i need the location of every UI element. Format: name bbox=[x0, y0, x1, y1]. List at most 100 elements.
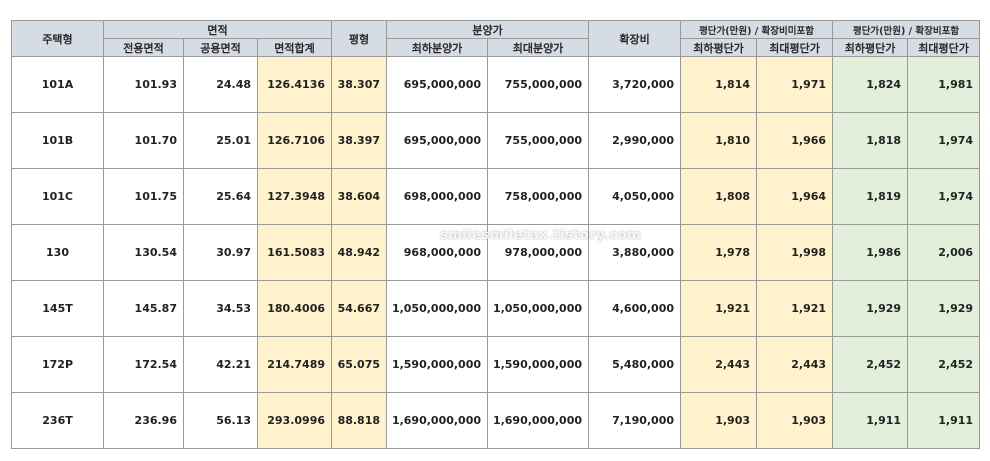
cell-price-max: 1,050,000,000 bbox=[487, 280, 590, 337]
cell-expansion: 2,990,000 bbox=[588, 112, 682, 169]
header-area-total: 면적합계 bbox=[256, 38, 333, 57]
cell-excl-min: 1,808 bbox=[680, 168, 758, 225]
header-price: 분양가 bbox=[386, 20, 590, 39]
cell-area-exclusive: 236.96 bbox=[103, 392, 184, 449]
cell-excl-max: 1,903 bbox=[756, 392, 834, 449]
cell-pyeong: 38.604 bbox=[331, 168, 388, 225]
table-body: 101A 101.93 24.48 126.4136 38.307 695,000,000… bbox=[11, 56, 981, 449]
cell-price-max: 1,690,000,000 bbox=[487, 392, 590, 449]
cell-excl-max: 1,921 bbox=[756, 280, 834, 337]
table-row: 172P 172.54 42.21 214.7489 65.075 1,590,000,0… bbox=[11, 336, 981, 393]
cell-incl-min: 1,819 bbox=[832, 168, 909, 225]
cell-area-total: 180.4006 bbox=[256, 280, 333, 337]
header-row-2: 전용면적 공용면적 면적합계 최하분양가 최대분양가 최하평단가 최대평단가 최… bbox=[12, 38, 981, 57]
header-pyeong: 평형 bbox=[331, 20, 388, 57]
cell-excl-min: 1,814 bbox=[680, 56, 758, 113]
cell-excl-max: 1,998 bbox=[756, 224, 834, 281]
cell-pyeong: 38.307 bbox=[331, 56, 388, 113]
cell-incl-max: 1,974 bbox=[907, 168, 981, 225]
cell-area-exclusive: 172.54 bbox=[103, 336, 184, 393]
cell-incl-max: 2,452 bbox=[907, 336, 981, 393]
cell-incl-max: 1,929 bbox=[907, 280, 981, 337]
table-row: 101A 101.93 24.48 126.4136 38.307 695,000,000… bbox=[11, 56, 981, 113]
cell-incl-max: 1,911 bbox=[907, 392, 981, 449]
cell-type: 172P bbox=[11, 336, 104, 393]
cell-price-max: 1,590,000,000 bbox=[487, 336, 590, 393]
header-unit-price-excl: 평단가(만원) / 확장비미포함 bbox=[680, 20, 834, 39]
cell-excl-min: 1,810 bbox=[680, 112, 758, 169]
cell-type: 145T bbox=[11, 280, 104, 337]
cell-excl-min: 1,903 bbox=[680, 392, 758, 449]
cell-expansion: 4,600,000 bbox=[588, 280, 682, 337]
cell-price-max: 978,000,000 bbox=[487, 224, 590, 281]
cell-expansion: 4,050,000 bbox=[588, 168, 682, 225]
cell-incl-min: 1,824 bbox=[832, 56, 909, 113]
cell-excl-min: 1,921 bbox=[680, 280, 758, 337]
watermark: smilesmiletax.tistory.com bbox=[440, 228, 642, 243]
cell-incl-max: 1,974 bbox=[907, 112, 981, 169]
cell-incl-min: 1,911 bbox=[832, 392, 909, 449]
cell-area-common: 25.64 bbox=[183, 168, 258, 225]
cell-incl-min: 1,986 bbox=[832, 224, 909, 281]
header-area-exclusive: 전용면적 bbox=[103, 38, 184, 57]
cell-incl-max: 2,006 bbox=[907, 224, 981, 281]
cell-area-exclusive: 145.87 bbox=[103, 280, 184, 337]
cell-area-total: 293.0996 bbox=[256, 392, 333, 449]
cell-area-exclusive: 101.70 bbox=[103, 112, 184, 169]
cell-type: 101A bbox=[11, 56, 104, 113]
cell-expansion: 3,720,000 bbox=[588, 56, 682, 113]
cell-pyeong: 48.942 bbox=[331, 224, 388, 281]
cell-area-total: 126.4136 bbox=[256, 56, 333, 113]
cell-excl-min: 2,443 bbox=[680, 336, 758, 393]
header-incl-max: 최대평단가 bbox=[907, 38, 981, 57]
cell-area-total: 214.7489 bbox=[256, 336, 333, 393]
cell-incl-min: 1,929 bbox=[832, 280, 909, 337]
cell-area-common: 25.01 bbox=[183, 112, 258, 169]
cell-area-total: 161.5083 bbox=[256, 224, 333, 281]
header-price-min: 최하분양가 bbox=[386, 38, 489, 57]
cell-pyeong: 88.818 bbox=[331, 392, 388, 449]
header-area: 면적 bbox=[102, 20, 333, 39]
cell-excl-max: 1,964 bbox=[756, 168, 834, 225]
cell-price-min: 698,000,000 bbox=[386, 168, 489, 225]
table-row: 130 130.54 30.97 161.5083 48.942 968,000,000 9… bbox=[11, 224, 981, 281]
cell-area-exclusive: 130.54 bbox=[103, 224, 184, 281]
cell-pyeong: 38.397 bbox=[331, 112, 388, 169]
cell-price-min: 968,000,000 bbox=[386, 224, 489, 281]
cell-type: 236T bbox=[11, 392, 104, 449]
cell-type: 101B bbox=[11, 112, 104, 169]
cell-price-min: 695,000,000 bbox=[386, 56, 489, 113]
table-row: 145T 145.87 34.53 180.4006 54.667 1,050,000,0… bbox=[11, 280, 981, 337]
cell-price-min: 1,690,000,000 bbox=[386, 392, 489, 449]
cell-area-exclusive: 101.93 bbox=[103, 56, 184, 113]
cell-expansion: 5,480,000 bbox=[588, 336, 682, 393]
cell-area-total: 126.7106 bbox=[256, 112, 333, 169]
cell-price-max: 758,000,000 bbox=[487, 168, 590, 225]
cell-pyeong: 65.075 bbox=[331, 336, 388, 393]
cell-price-min: 1,050,000,000 bbox=[386, 280, 489, 337]
cell-area-common: 24.48 bbox=[183, 56, 258, 113]
cell-incl-max: 1,981 bbox=[907, 56, 981, 113]
price-table: 주택형 면적 평형 분양가 확장비 평단가(만원) / 확장비미포함 평단가(만… bbox=[11, 20, 981, 449]
header-price-max: 최대분양가 bbox=[487, 38, 590, 57]
cell-area-common: 42.21 bbox=[183, 336, 258, 393]
cell-area-common: 56.13 bbox=[183, 392, 258, 449]
cell-incl-min: 1,818 bbox=[832, 112, 909, 169]
header-incl-min: 최하평단가 bbox=[832, 38, 909, 57]
cell-excl-min: 1,978 bbox=[680, 224, 758, 281]
header-area-common: 공용면적 bbox=[183, 38, 258, 57]
cell-price-min: 695,000,000 bbox=[386, 112, 489, 169]
cell-expansion: 7,190,000 bbox=[588, 392, 682, 449]
table-row: 101C 101.75 25.64 127.3948 38.604 698,000,000… bbox=[11, 168, 981, 225]
cell-excl-max: 2,443 bbox=[756, 336, 834, 393]
cell-price-max: 755,000,000 bbox=[487, 112, 590, 169]
header-expansion: 확장비 bbox=[588, 20, 682, 57]
cell-excl-max: 1,971 bbox=[756, 56, 834, 113]
cell-area-common: 30.97 bbox=[183, 224, 258, 281]
cell-area-common: 34.53 bbox=[183, 280, 258, 337]
cell-type: 101C bbox=[11, 168, 104, 225]
cell-pyeong: 54.667 bbox=[331, 280, 388, 337]
header-type: 주택형 bbox=[11, 20, 104, 57]
header-row-1: 주택형 면적 평형 분양가 확장비 평단가(만원) / 확장비미포함 평단가(만… bbox=[11, 20, 981, 57]
cell-excl-max: 1,966 bbox=[756, 112, 834, 169]
